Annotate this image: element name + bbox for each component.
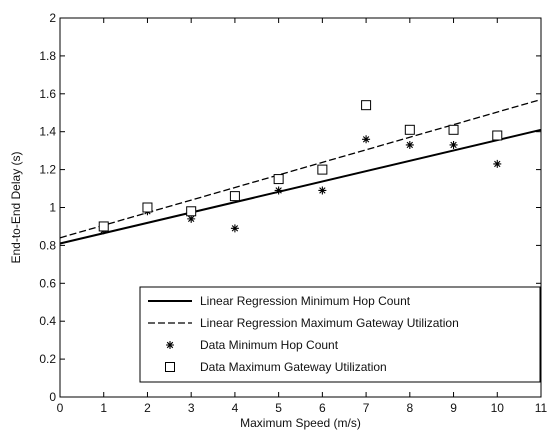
data-point-min-hop — [493, 159, 502, 168]
data-point-min-hop — [274, 186, 283, 195]
y-tick-label: 1.2 — [39, 163, 56, 177]
data-point-max-gateway — [492, 130, 503, 141]
x-tick-label: 11 — [535, 401, 547, 415]
data-point-max-gateway — [361, 100, 372, 111]
data-point-min-hop — [449, 140, 458, 149]
x-tick-label: 1 — [100, 401, 107, 415]
y-tick-label: 0.4 — [39, 314, 56, 328]
y-tick-label: 0.6 — [39, 276, 56, 290]
data-point-min-hop — [318, 186, 327, 195]
axis-ticks — [59, 17, 542, 398]
y-tick-label: 1.4 — [39, 125, 56, 139]
y-tick-label: 0.8 — [39, 238, 56, 252]
x-tick-label: 0 — [57, 401, 64, 415]
regression-line-min-hop — [59, 128, 542, 245]
legend-label: Data Minimum Hop Count — [200, 338, 339, 352]
axis-tick-labels: 0 1 2 3 4 5 6 7 8 9 10 11 0 0.2 0.4 0.6 0.8 1 1.2 1.4 1.6 1.8… — [39, 11, 547, 415]
y-tick-label: 0.2 — [39, 352, 56, 366]
data-point-max-gateway — [142, 202, 153, 213]
data-point-max-gateway — [273, 174, 284, 185]
x-tick-label: 5 — [275, 401, 282, 415]
data-point-max-gateway — [98, 221, 109, 232]
legend-item: Data Minimum Hop Count — [166, 338, 339, 352]
data-point-min-hop — [230, 224, 239, 233]
x-tick-label: 8 — [406, 401, 413, 415]
x-tick-label: 10 — [491, 401, 505, 415]
data-point-min-hop — [405, 140, 414, 149]
y-tick-label: 0 — [49, 390, 56, 404]
regression-line-max-gateway — [59, 98, 542, 239]
legend-item: Linear Regression Maximum Gateway Utiliz… — [148, 316, 459, 330]
legend-label: Linear Regression Maximum Gateway Utiliz… — [200, 316, 459, 330]
legend-label: Linear Regression Minimum Hop Count — [200, 294, 411, 308]
y-axis-title: End-to-End Delay (s) — [9, 151, 23, 263]
legend-square-swatch — [165, 362, 175, 372]
legend-item: Data Maximum Gateway Utilization — [165, 360, 387, 374]
data-point-max-gateway — [186, 206, 197, 217]
x-axis-title: Maximum Speed (m/s) — [240, 416, 361, 430]
x-tick-label: 2 — [144, 401, 151, 415]
x-tick-label: 7 — [363, 401, 370, 415]
data-point-min-hop — [187, 214, 196, 223]
data-point-max-gateway — [448, 124, 459, 135]
y-tick-label: 1.8 — [39, 49, 56, 63]
y-tick-label: 1 — [49, 201, 56, 215]
series-1 — [59, 128, 542, 245]
x-tick-label: 6 — [319, 401, 326, 415]
series-4 — [98, 100, 503, 232]
y-tick-label: 1.6 — [39, 87, 56, 101]
data-point-max-gateway — [404, 124, 415, 135]
legend-label: Data Maximum Gateway Utilization — [200, 360, 387, 374]
y-tick-label: 2 — [49, 11, 56, 25]
legend-star-swatch — [166, 341, 174, 349]
legend-item: Linear Regression Minimum Hop Count — [148, 294, 411, 308]
legend: Linear Regression Minimum Hop Count Linea… — [139, 286, 541, 383]
data-point-min-hop — [362, 135, 371, 144]
x-tick-label: 3 — [188, 401, 195, 415]
x-tick-label: 4 — [232, 401, 239, 415]
legend-box — [139, 286, 541, 383]
x-tick-label: 9 — [450, 401, 457, 415]
data-point-max-gateway — [317, 164, 328, 175]
series-2 — [59, 98, 542, 239]
series-layer — [59, 98, 542, 245]
data-point-max-gateway — [229, 191, 240, 202]
